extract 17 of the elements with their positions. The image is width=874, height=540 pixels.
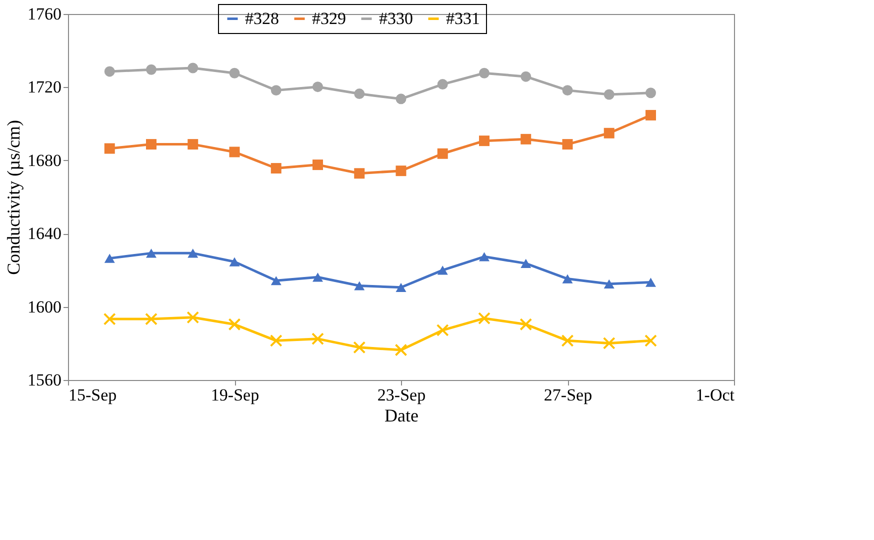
y-tick-label: 1640 [28,224,62,244]
y-axis-title: Conductivity (µs/cm) [4,120,24,275]
x-tick-label: 23-Sep [377,386,426,404]
legend-label: #329 [312,8,346,28]
legend-label: #331 [446,8,480,28]
x-tick-label: 1-Oct [696,386,735,404]
x-axis-title: Date [384,406,418,426]
x-tick-label: 19-Sep [210,386,260,404]
y-tick-label: 1760 [28,4,62,24]
y-tick-label: 1600 [28,297,62,316]
y-tick-label: 1560 [28,370,62,390]
x-tick-label: 15-Sep [68,386,117,404]
y-tick-label: 1680 [28,150,62,170]
x-tick-label: 27-Sep [544,386,592,404]
legend-label: #328 [245,8,279,28]
y-tick-label: 1720 [28,78,62,97]
legend-label: #330 [379,8,413,28]
